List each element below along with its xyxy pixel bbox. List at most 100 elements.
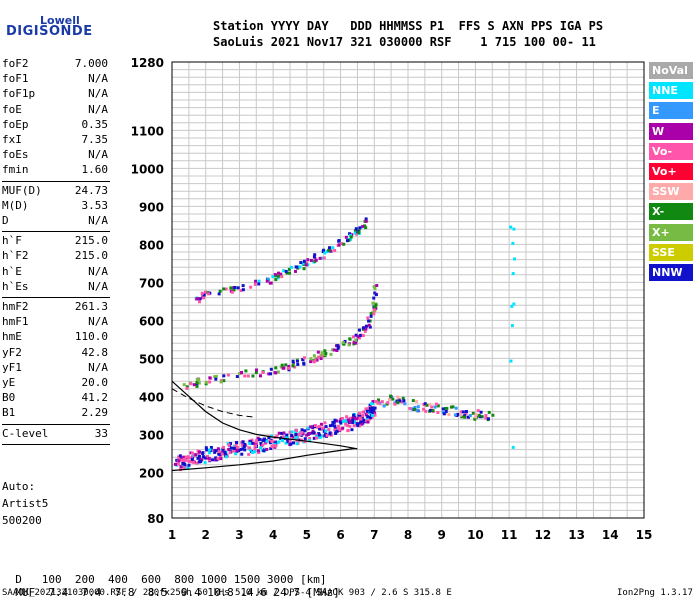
data-point — [190, 451, 194, 455]
data-point — [289, 435, 293, 439]
data-point — [197, 378, 201, 382]
data-point — [217, 450, 221, 454]
data-point — [177, 455, 181, 459]
param-name: foF1 — [2, 72, 29, 86]
data-point — [191, 460, 195, 464]
data-point — [369, 410, 373, 414]
data-point — [336, 346, 340, 350]
data-point — [416, 405, 420, 409]
param-row: foF1p N/A — [2, 87, 108, 101]
data-point — [351, 421, 355, 425]
data-point — [291, 361, 295, 365]
data-point — [295, 265, 299, 269]
y-tick-label: 300 — [139, 428, 164, 442]
data-point — [345, 419, 349, 423]
data-point — [413, 405, 417, 409]
param-name: foE — [2, 102, 22, 116]
data-point — [373, 291, 377, 295]
data-point — [254, 279, 258, 283]
data-point — [311, 425, 315, 429]
y-tick-label: 600 — [139, 314, 164, 328]
data-point — [331, 423, 335, 427]
data-point — [333, 428, 337, 432]
data-point — [428, 403, 432, 407]
data-point — [218, 454, 222, 458]
data-point — [487, 410, 491, 414]
data-point — [386, 401, 390, 405]
data-point — [195, 382, 199, 386]
data-point — [214, 374, 218, 378]
data-point — [312, 431, 316, 435]
data-point — [511, 445, 515, 449]
data-point — [269, 367, 273, 371]
param-name: h`F — [2, 234, 22, 248]
logo-lowell: Lowell — [40, 14, 80, 27]
data-point — [280, 275, 284, 279]
data-point — [355, 422, 359, 426]
data-point — [366, 409, 370, 413]
data-point — [204, 380, 208, 384]
data-point — [366, 316, 370, 320]
data-point — [396, 401, 400, 405]
data-point — [343, 339, 347, 343]
data-point — [257, 282, 261, 286]
data-point — [241, 284, 245, 288]
data-point — [314, 258, 318, 262]
data-point — [265, 279, 269, 283]
data-point — [217, 292, 221, 296]
param-name: hmE — [2, 330, 22, 344]
data-point — [323, 349, 327, 353]
data-point — [361, 224, 365, 228]
data-point — [202, 296, 206, 300]
data-point — [415, 400, 419, 404]
param-value: 3.53 — [81, 198, 109, 212]
data-point — [371, 301, 375, 305]
data-point — [305, 261, 309, 265]
data-point — [277, 440, 281, 444]
x-tick-label: 4 — [269, 528, 277, 542]
data-point — [187, 456, 191, 460]
data-point — [312, 436, 316, 440]
data-point — [333, 248, 337, 252]
data-point — [460, 415, 464, 419]
data-point — [382, 404, 386, 408]
param-name: foF1p — [2, 87, 36, 101]
logo-digisonde: DIGISONDE — [6, 24, 93, 39]
data-point — [222, 379, 226, 383]
data-point — [512, 302, 516, 306]
data-point — [358, 424, 362, 428]
data-point — [294, 436, 298, 440]
dashed-curve — [171, 388, 257, 418]
data-point — [348, 232, 352, 236]
data-point — [249, 285, 253, 289]
data-point — [214, 456, 218, 460]
legend-item: SSW — [649, 183, 693, 201]
data-point — [298, 433, 302, 437]
data-point — [240, 452, 244, 456]
data-point — [480, 415, 484, 419]
data-point — [436, 404, 440, 408]
data-point — [459, 413, 463, 417]
data-point — [408, 407, 412, 411]
data-point — [280, 363, 284, 367]
data-point — [468, 414, 472, 418]
data-point — [241, 440, 245, 444]
data-point — [484, 413, 488, 417]
data-point — [243, 448, 247, 452]
data-point — [292, 441, 296, 445]
legend-item: Vo- — [649, 142, 693, 160]
legend-item: NoVal — [649, 62, 693, 79]
data-point — [201, 451, 205, 455]
param-row: D N/A — [2, 214, 108, 228]
param-value: 1.60 — [81, 163, 109, 177]
data-point — [190, 457, 194, 461]
data-point — [411, 399, 415, 403]
data-point — [235, 445, 239, 449]
data-point — [357, 231, 361, 235]
data-point — [342, 242, 346, 246]
data-point — [346, 429, 350, 433]
data-point — [453, 413, 457, 417]
data-point — [257, 279, 261, 283]
data-point — [332, 348, 336, 352]
data-point — [325, 433, 329, 437]
